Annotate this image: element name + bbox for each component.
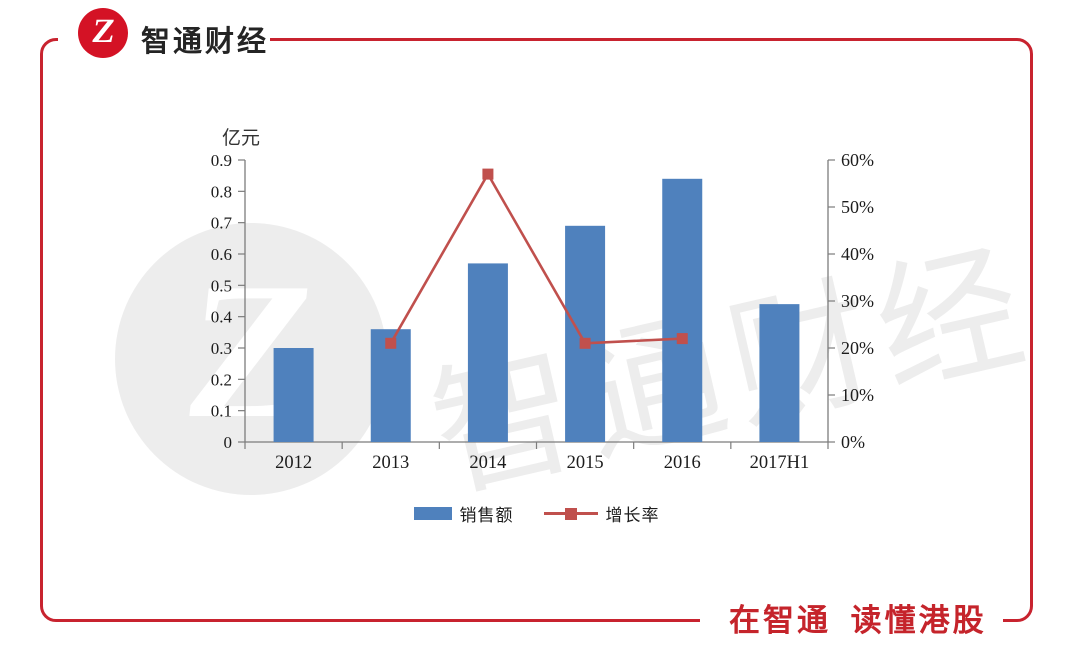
footer-slogan: 在智通 读懂港股 bbox=[729, 603, 987, 638]
legend-item-growth: 增长率 bbox=[543, 501, 660, 526]
brand-name: 智通财经 bbox=[141, 26, 270, 58]
legend-item-sales: 销售额 bbox=[413, 501, 514, 526]
frame-bottom-gap bbox=[700, 611, 1003, 630]
legend-line-swatch bbox=[543, 507, 598, 521]
decorative-frame bbox=[40, 38, 1033, 622]
legend-bar-label: 销售额 bbox=[459, 506, 514, 525]
legend-bar-swatch bbox=[413, 507, 452, 520]
watermark-logo-circle: Z bbox=[115, 223, 387, 495]
brand-logo: Z bbox=[78, 8, 128, 58]
chart-legend: 销售额 增长率 bbox=[245, 501, 828, 526]
brand-logo-glyph: Z bbox=[89, 13, 118, 50]
legend-line-label: 增长率 bbox=[605, 506, 660, 525]
